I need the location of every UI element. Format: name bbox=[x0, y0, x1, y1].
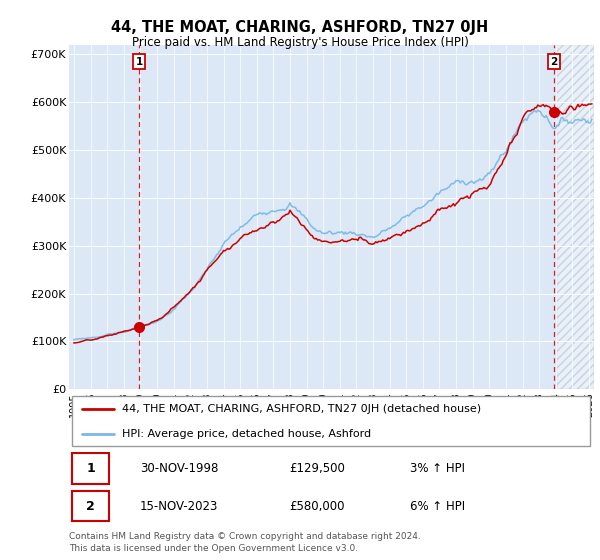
Text: 15-NOV-2023: 15-NOV-2023 bbox=[140, 500, 218, 513]
Bar bbox=[557, 45, 594, 389]
Text: Contains HM Land Registry data © Crown copyright and database right 2024.: Contains HM Land Registry data © Crown c… bbox=[69, 532, 421, 541]
Text: 1: 1 bbox=[86, 462, 95, 475]
Text: Price paid vs. HM Land Registry's House Price Index (HPI): Price paid vs. HM Land Registry's House … bbox=[131, 36, 469, 49]
Text: 30-NOV-1998: 30-NOV-1998 bbox=[140, 462, 218, 475]
Text: £580,000: £580,000 bbox=[290, 500, 345, 513]
Text: 3% ↑ HPI: 3% ↑ HPI bbox=[410, 462, 465, 475]
Text: 2: 2 bbox=[86, 500, 95, 513]
Text: 44, THE MOAT, CHARING, ASHFORD, TN27 0JH (detached house): 44, THE MOAT, CHARING, ASHFORD, TN27 0JH… bbox=[121, 404, 481, 414]
Text: This data is licensed under the Open Government Licence v3.0.: This data is licensed under the Open Gov… bbox=[69, 544, 358, 553]
Text: 44, THE MOAT, CHARING, ASHFORD, TN27 0JH: 44, THE MOAT, CHARING, ASHFORD, TN27 0JH bbox=[112, 20, 488, 35]
Text: 1: 1 bbox=[136, 57, 143, 67]
Text: £129,500: £129,500 bbox=[290, 462, 346, 475]
Text: 6% ↑ HPI: 6% ↑ HPI bbox=[410, 500, 466, 513]
Bar bbox=[71, 491, 109, 521]
Text: 2: 2 bbox=[550, 57, 557, 67]
Bar bbox=[71, 454, 109, 484]
Text: HPI: Average price, detached house, Ashford: HPI: Average price, detached house, Ashf… bbox=[121, 428, 371, 438]
